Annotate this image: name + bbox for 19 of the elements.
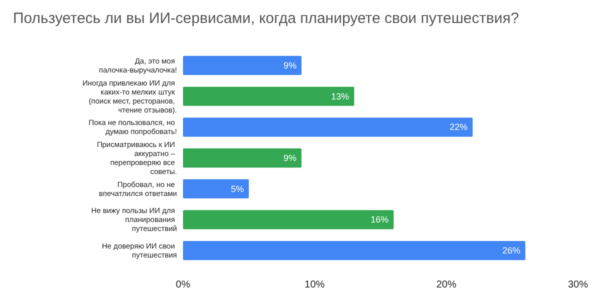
data-label: 13% <box>331 91 350 102</box>
data-label: 5% <box>230 184 244 194</box>
data-label: 9% <box>283 60 296 70</box>
bar <box>183 148 302 168</box>
bar <box>183 86 354 106</box>
chart-title: Пользуетесь ли вы ИИ-сервисами, когда планируете свои путешествия? <box>13 10 519 27</box>
bar <box>183 241 526 260</box>
bar <box>183 179 249 198</box>
x-tick-label: 0% <box>176 280 190 290</box>
data-label: 9% <box>283 153 296 163</box>
x-tick-label: 10% <box>304 280 325 290</box>
bar <box>183 210 394 230</box>
x-tick-label: 30% <box>568 280 588 290</box>
bar <box>183 118 473 137</box>
data-label: 22% <box>450 122 468 132</box>
data-label: 16% <box>370 214 389 225</box>
x-tick-label: 20% <box>436 280 456 290</box>
bar <box>183 56 302 75</box>
data-label: 26% <box>502 246 520 256</box>
